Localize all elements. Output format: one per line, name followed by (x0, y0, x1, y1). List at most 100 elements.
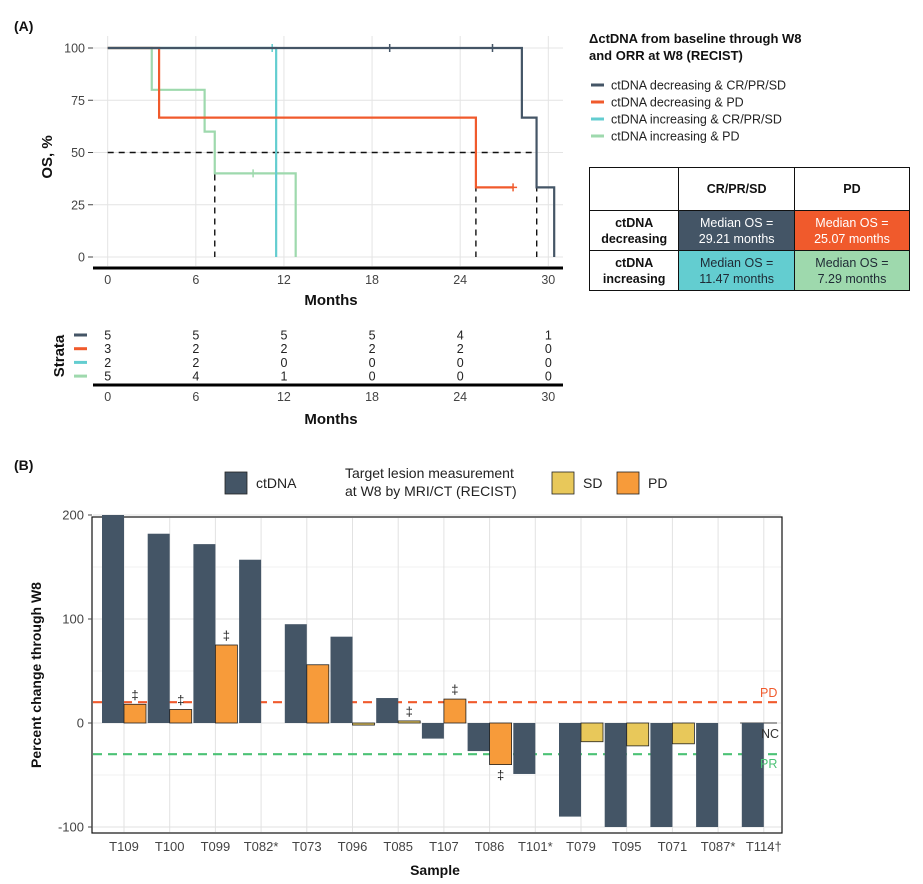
ctdna-bar (559, 723, 581, 817)
cell-line1: Median OS = (700, 255, 774, 270)
risk-count: 2 (280, 342, 287, 356)
table-cell: Median OS = 25.07 months (793, 210, 911, 251)
target-lesion-bar (672, 722, 695, 745)
km-y-tick-label: 75 (71, 94, 85, 108)
ctdna-bar (102, 515, 124, 723)
table-row-increasing: ctDNA increasing Median OS = 11.47 month… (588, 250, 911, 291)
bar-x-tick-label: T073 (292, 839, 322, 854)
cell-line1: Median OS = (815, 255, 889, 270)
cell-line1: Median OS = (700, 215, 774, 230)
ctdna-bar (741, 723, 764, 827)
ctdna-bar (421, 723, 444, 739)
target-lesion-bar (123, 703, 147, 724)
legend-sd-label: SD (583, 475, 602, 491)
risk-count: 4 (457, 329, 464, 343)
risk-tick-label: 0 (104, 390, 111, 404)
risk-table-x-label: Months (304, 411, 357, 428)
km-curve (107, 46, 556, 257)
dagger-mark: ‡ (131, 687, 138, 702)
bar-legend: ctDNA Target lesion measurement at W8 by… (224, 465, 667, 499)
bar-x-tick-label: T107 (429, 839, 459, 854)
median-os-table: CR/PR/SD PD ctDNA decreasing Median OS =… (588, 167, 911, 291)
bar-x-axis-label: Sample (410, 862, 460, 878)
risk-count: 2 (457, 342, 464, 356)
ctdna-bar (147, 533, 170, 723)
table-corner (588, 167, 680, 211)
bar-x-tick-label: T082* (244, 839, 279, 854)
km-plot: 0 25 50 75 100 0 6 12 18 24 30 OS, % Months (39, 36, 563, 309)
row-head-line2: increasing (602, 271, 666, 286)
km-curve (107, 46, 514, 189)
row-head-line1: ctDNA (615, 255, 654, 270)
risk-count: 0 (457, 356, 464, 370)
risk-tick-label: 18 (365, 390, 379, 404)
table-header-pd: PD (793, 167, 911, 211)
panel-b-label: (B) (14, 457, 33, 473)
legend-pd-swatch (616, 471, 640, 495)
bar-x-tick-label: T114† (746, 839, 782, 854)
bar-x-tick-label: T079 (566, 839, 596, 854)
risk-count: 1 (545, 329, 552, 343)
ctdna-bar (696, 723, 719, 827)
target-lesion-bar (397, 720, 421, 724)
bar-y-tick-label: 200 (62, 508, 84, 523)
legend-ctdna-swatch (224, 471, 248, 495)
panel-a-label: (A) (14, 18, 33, 34)
dagger-mark: ‡ (451, 682, 458, 697)
km-y-tick-label: 25 (71, 198, 85, 212)
km-censor-mark (488, 44, 497, 52)
bar-y-tick-label: -100 (58, 820, 84, 835)
legend-ctdna-label: ctDNA (256, 475, 297, 491)
km-x-axis-label: Months (304, 292, 357, 309)
km-censor-mark (509, 183, 518, 192)
risk-count: 0 (457, 370, 464, 384)
target-lesion-bar (352, 722, 375, 726)
bar-x-tick-label: T085 (383, 839, 413, 854)
risk-count: 5 (369, 329, 376, 343)
legend-pd-label: PD (648, 475, 667, 491)
bar-x-tick-label: T071 (658, 839, 688, 854)
risk-table-title: Strata (51, 334, 68, 377)
km-curve (107, 46, 297, 257)
bar-chart: ‡ ‡ ‡ ‡ ‡ ‡ -100 0 100 200 T109 T100 T099 T082* T073… (28, 508, 783, 878)
bar-y-ticks: -100 0 100 200 (58, 508, 92, 835)
risk-count: 0 (545, 342, 552, 356)
target-lesion-bar (443, 698, 467, 724)
target-lesion-bar (214, 644, 238, 724)
bar-x-ticks: T109 T100 T099 T082* T073 T096 T085 T107 T086 T10… (109, 839, 782, 854)
risk-tick-label: 12 (277, 390, 291, 404)
ctdna-bar (376, 698, 399, 723)
risk-count: 2 (369, 342, 376, 356)
risk-count: 0 (545, 356, 552, 370)
table-header-crprsd: CR/PR/SD (678, 167, 795, 211)
risk-count: 4 (192, 370, 199, 384)
km-legend-title-line1: ΔctDNA from baseline through W8 (589, 31, 802, 46)
risk-count: 5 (104, 370, 111, 384)
bar-x-tick-label: T100 (155, 839, 185, 854)
risk-count: 2 (192, 342, 199, 356)
risk-count: 0 (369, 370, 376, 384)
km-y-tick-label: 0 (78, 251, 85, 265)
cell-line2: 7.29 months (817, 271, 887, 286)
km-x-ticks: 0 6 12 18 24 30 (104, 273, 555, 287)
risk-count: 0 (280, 356, 287, 370)
table-row-head: ctDNA decreasing (588, 210, 680, 251)
km-x-tick-label: 12 (277, 273, 291, 287)
km-legend-label: ctDNA increasing & CR/PR/SD (611, 113, 782, 127)
km-censor-mark (385, 44, 394, 52)
target-lesion-bar (169, 709, 193, 724)
cell-line1: Median OS = (815, 215, 889, 230)
km-censor-mark (249, 169, 258, 178)
risk-count: 0 (369, 356, 376, 370)
km-y-ticks: 0 25 50 75 100 (64, 42, 93, 265)
km-y-tick-label: 100 (64, 42, 85, 56)
row-head-line1: ctDNA (615, 215, 654, 230)
legend-target-title-line2: at W8 by MRI/CT (RECIST) (345, 483, 517, 499)
ctdna-bar (193, 544, 216, 723)
km-curves (107, 44, 556, 257)
km-y-axis-label: OS, % (39, 135, 56, 178)
ref-line-pr-label: PR (760, 757, 777, 771)
km-y-tick-label: 50 (71, 146, 85, 160)
risk-table-rows: 5 5 5 5 4 13 2 2 2 2 02 2 0 0 0 05 4 1 0 0 0 (74, 329, 552, 384)
bar-x-tick-label: T109 (109, 839, 139, 854)
